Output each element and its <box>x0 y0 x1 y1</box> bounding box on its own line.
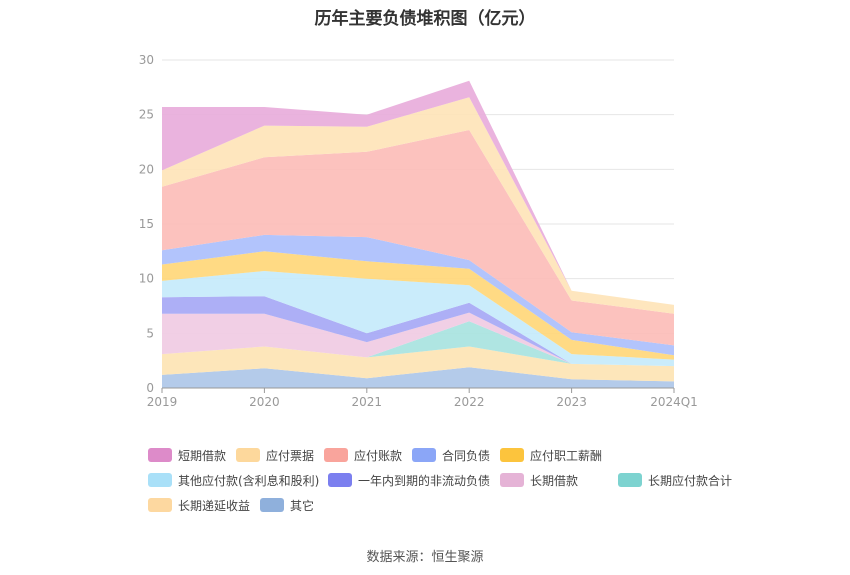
legend-swatch <box>148 498 172 512</box>
legend-item[interactable]: 应付账款 <box>324 446 402 464</box>
legend-label: 其他应付款(含利息和股利) <box>178 473 320 488</box>
area-series <box>162 367 674 388</box>
y-tick-label: 5 <box>146 326 154 340</box>
legend-swatch <box>328 473 352 487</box>
legend-label: 应付职工薪酬 <box>530 448 603 463</box>
legend-swatch <box>618 473 642 487</box>
legend-item[interactable]: 应付职工薪酬 <box>500 446 602 464</box>
y-tick-label: 15 <box>139 217 154 231</box>
legend-label: 长期递延收益 <box>178 498 251 513</box>
legend-swatch <box>324 448 348 462</box>
area-series <box>162 130 674 346</box>
legend-swatch <box>148 473 172 487</box>
x-tick-label: 2022 <box>454 395 485 409</box>
legend-label: 应付账款 <box>354 448 403 463</box>
y-tick-label: 20 <box>139 162 154 176</box>
area-series <box>162 321 674 367</box>
legend-item[interactable]: 长期递延收益 <box>148 496 250 514</box>
legend-swatch <box>500 448 524 462</box>
x-tick-label: 2023 <box>556 395 587 409</box>
legend-label: 其它 <box>290 498 315 513</box>
legend-item[interactable]: 一年内到期的非流动负债 <box>328 471 490 489</box>
legend-label: 应付票据 <box>266 448 315 463</box>
x-tick-label: 2020 <box>249 395 280 409</box>
legend-label: 长期借款 <box>530 473 579 488</box>
legend-label: 短期借款 <box>178 448 227 463</box>
legend-swatch <box>412 448 436 462</box>
area-series <box>162 312 674 367</box>
y-tick-label: 10 <box>139 272 154 286</box>
area-series <box>162 97 674 314</box>
y-tick-label: 0 <box>146 381 154 395</box>
data-source-note: 数据来源：恒生聚源 <box>366 550 484 565</box>
legend-label: 合同负债 <box>442 448 491 463</box>
x-tick-label: 2021 <box>352 395 383 409</box>
area-series <box>162 234 674 356</box>
legend-item[interactable]: 长期应付款合计 <box>618 471 732 489</box>
legend-label: 一年内到期的非流动负债 <box>358 473 491 488</box>
legend-label: 长期应付款合计 <box>648 473 733 488</box>
legend-swatch <box>236 448 260 462</box>
x-tick-label: 2024Q1 <box>650 395 698 409</box>
x-tick-label: 2019 <box>147 395 178 409</box>
chart-title: 历年主要负债堆积图（亿元） <box>314 9 536 29</box>
legend-swatch <box>260 498 284 512</box>
area-series <box>162 271 674 367</box>
y-tick-label: 25 <box>139 108 154 122</box>
legend-swatch <box>148 448 172 462</box>
area-series <box>162 346 674 382</box>
legend-item[interactable]: 短期借款 <box>148 446 226 464</box>
legend-item[interactable]: 其它 <box>260 496 314 514</box>
legend-item[interactable]: 长期借款 <box>500 471 578 489</box>
y-tick-label: 30 <box>139 53 154 67</box>
legend-swatch <box>500 473 524 487</box>
legend-item[interactable]: 合同负债 <box>412 446 490 464</box>
area-series <box>162 251 674 360</box>
legend-item[interactable]: 其他应付款(含利息和股利) <box>148 471 319 489</box>
legend-item[interactable]: 应付票据 <box>236 446 314 464</box>
area-series <box>162 296 674 367</box>
